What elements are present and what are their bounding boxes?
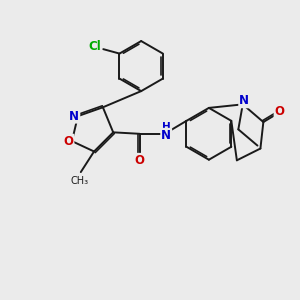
- Text: N: N: [239, 94, 249, 107]
- Text: Cl: Cl: [88, 40, 101, 53]
- Text: O: O: [135, 154, 145, 167]
- Text: O: O: [274, 105, 285, 118]
- Text: N: N: [161, 129, 171, 142]
- Text: N: N: [69, 110, 79, 123]
- Text: H: H: [162, 122, 171, 132]
- Text: CH₃: CH₃: [70, 176, 88, 186]
- Text: O: O: [63, 135, 74, 148]
